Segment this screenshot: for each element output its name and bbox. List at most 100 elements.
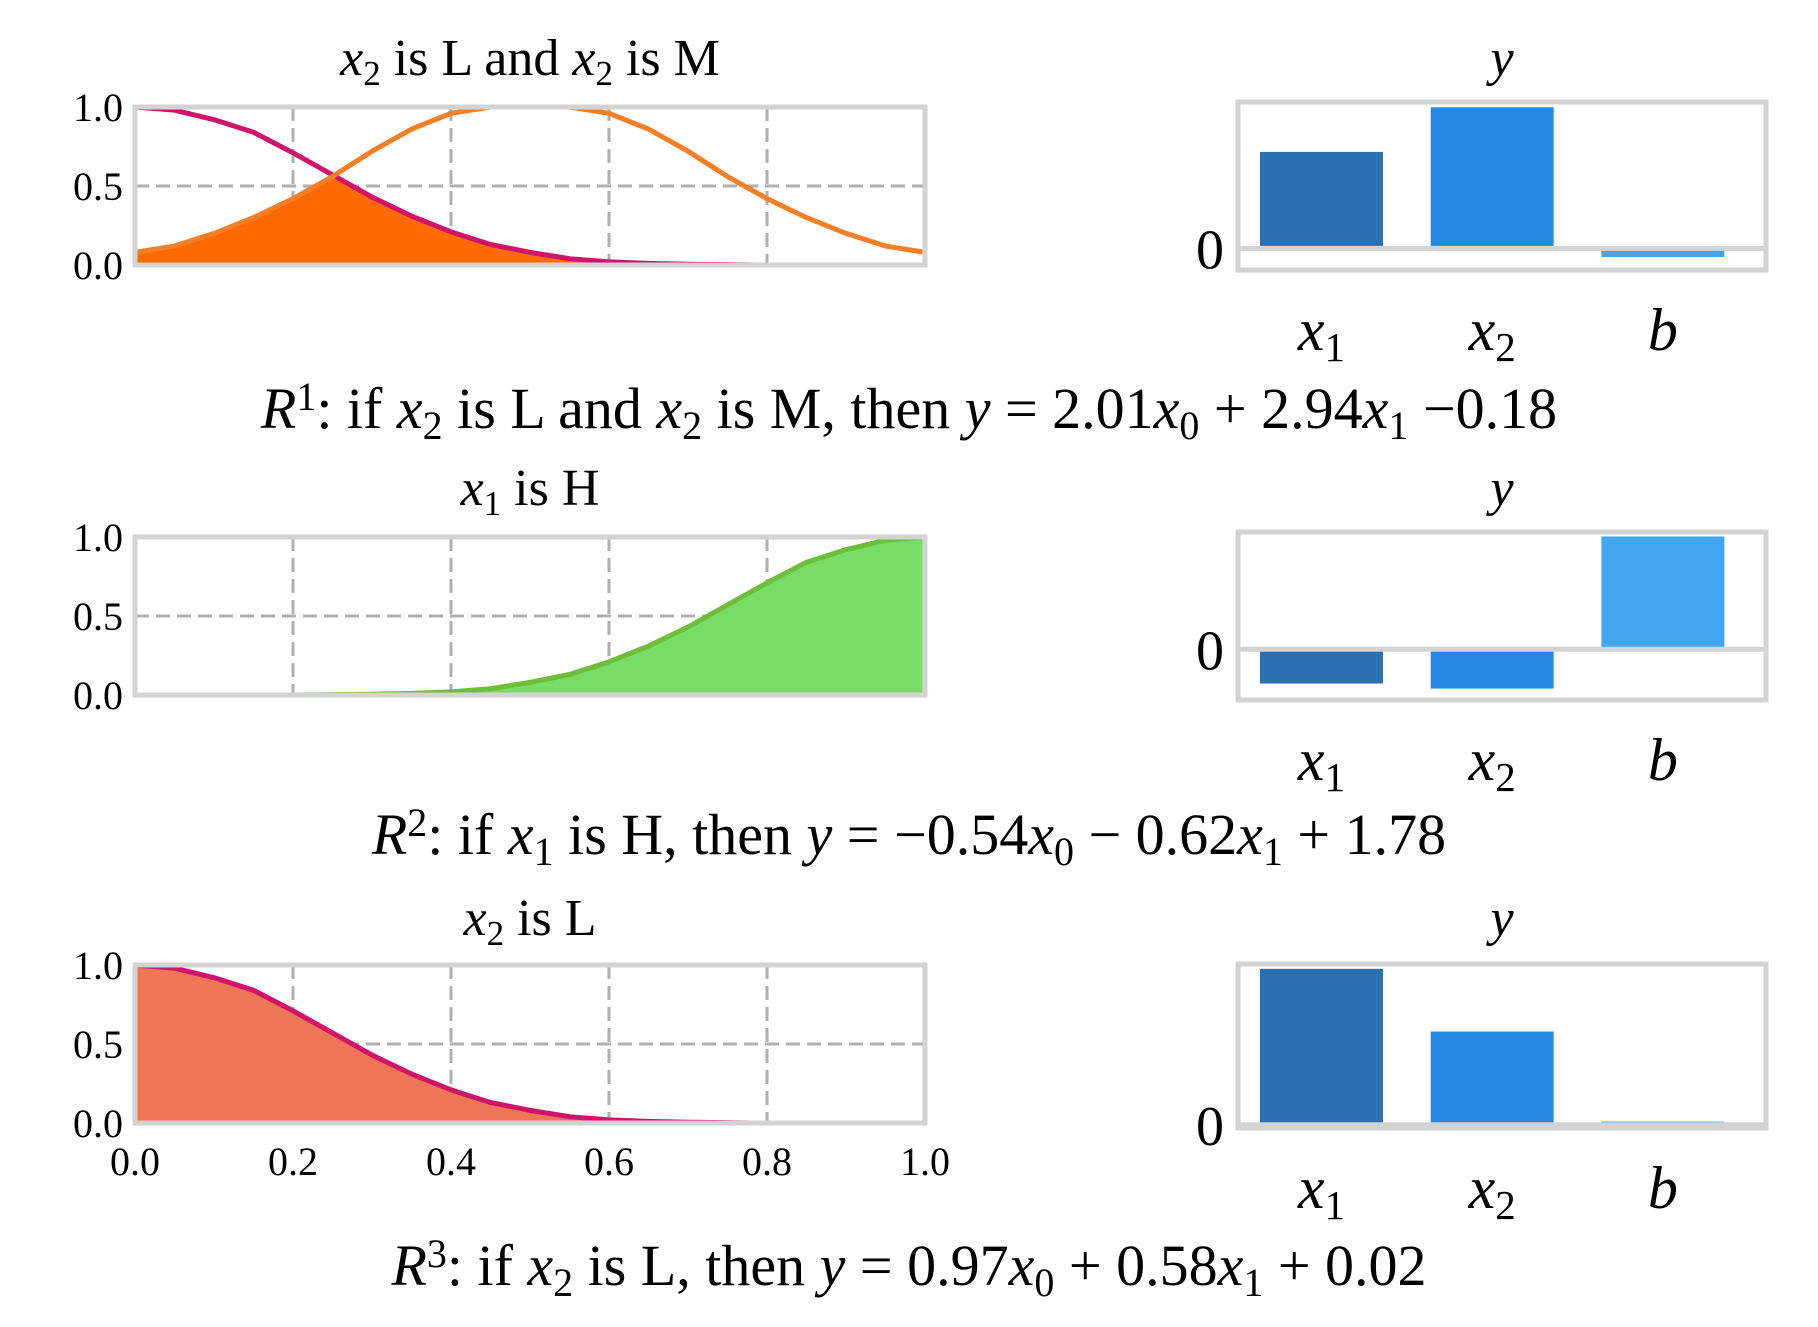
rule-label-part-1: 2: [407, 800, 427, 845]
rule-label-part-1: 3: [427, 1231, 447, 1276]
membership-title: x2 is L: [462, 890, 596, 953]
rule-equation-part-6: x: [1027, 802, 1054, 867]
membership-title-part-2: is H: [501, 460, 599, 517]
bar-title: y: [1485, 890, 1514, 947]
membership-xtick-label: 0.2: [268, 1139, 318, 1184]
bar-category-label-part-1: 2: [1495, 1182, 1516, 1228]
bar-category-label: x1: [1297, 1155, 1345, 1228]
bar-category-label-part-0: b: [1648, 297, 1678, 363]
membership-fill-area: [135, 965, 752, 1123]
membership-ytick-label: 0.5: [73, 1022, 123, 1067]
rule-equation-part-11: + 2.94: [1199, 376, 1362, 441]
rule-label-part-0: R: [260, 376, 296, 441]
bar-category-label: x2: [1468, 1155, 1516, 1228]
membership-title: x2 is L and x2 is M: [339, 30, 720, 93]
rule-equation: R3: if x2 is L, then y = 0.97x0 + 0.58x1…: [390, 1231, 1426, 1305]
membership-title-part-1: 1: [484, 484, 502, 523]
bar-ytick-label: 0: [1196, 620, 1224, 682]
rule-equation-part-10: 1: [1263, 829, 1283, 874]
bar-category-label-part-1: 1: [1325, 754, 1346, 800]
bar-category-label-part-0: x: [1468, 297, 1496, 363]
rule-equation-part-1: x: [526, 1233, 553, 1298]
bar-ytick-label: 0: [1196, 219, 1224, 281]
rule-label-part-0: R: [390, 1233, 426, 1298]
coefficient-bar-2: [1430, 1031, 1554, 1125]
rule-equation-part-7: 0: [1034, 1260, 1054, 1305]
bar-category-label-part-1: 1: [1325, 324, 1346, 370]
bar-category-label: b: [1648, 297, 1678, 363]
membership-ytick-label: 0.0: [73, 1101, 123, 1146]
membership-plot-frame: [132, 534, 928, 698]
coefficient-bar-1: [1260, 968, 1383, 1125]
rule-equation-part-1: x: [396, 376, 423, 441]
rule-equation-part-8: + 0.58: [1054, 1233, 1217, 1298]
coefficient-bar-1: [1260, 151, 1383, 249]
rule-equation-part-6: is M, then: [702, 376, 965, 441]
rule-equation-part-3: is L, then: [573, 1233, 819, 1298]
bar-title: y: [1485, 30, 1514, 87]
rule-equation-part-5: 2: [682, 403, 702, 448]
bar-plot-frame: [1235, 961, 1769, 1131]
rule-equation-part-11: + 0.02: [1263, 1233, 1426, 1298]
membership-ytick-label: 1.0: [73, 85, 123, 130]
membership-title-part-0: x: [462, 890, 486, 947]
rule-equation-part-3: is L and: [443, 376, 657, 441]
membership-xtick-label: 0.8: [742, 1139, 792, 1184]
membership-title-part-4: 2: [595, 54, 613, 93]
bar-category-label-part-0: x: [1297, 297, 1325, 363]
rule-equation-part-9: x: [1153, 376, 1180, 441]
membership-ytick-label: 0.5: [73, 164, 123, 209]
coefficient-bar-2: [1430, 107, 1554, 249]
bar-category-label: x1: [1297, 727, 1345, 800]
membership-title-part-3: x: [571, 30, 595, 87]
bar-category-label-part-0: x: [1297, 727, 1325, 793]
rule-label-part-1: 1: [296, 374, 316, 419]
rule-equation-part-3: is H, then: [554, 802, 807, 867]
rule-label-part-0: R: [371, 802, 407, 867]
rule-equation-part-9: x: [1217, 1233, 1244, 1298]
membership-ytick-label: 0.5: [73, 594, 123, 639]
bar-category-label-part-1: 2: [1495, 754, 1516, 800]
bar-category-label-part-1: 1: [1325, 1182, 1346, 1228]
membership-ytick-label: 1.0: [73, 943, 123, 988]
bar-plot-frame: [1235, 529, 1769, 703]
membership-title: x1 is H: [460, 460, 600, 523]
rule-equation-part-0: : if: [316, 376, 397, 441]
membership-title-part-1: 2: [487, 914, 505, 953]
coefficient-bar-3: [1601, 536, 1725, 650]
rule-equation-part-10: 0: [1179, 403, 1199, 448]
bar-category-label: x2: [1468, 727, 1516, 800]
rule-equation-part-4: y: [815, 1233, 846, 1298]
membership-title-part-5: is M: [613, 30, 720, 87]
bar-category-label-part-1: 2: [1495, 324, 1516, 370]
coefficient-bar-1: [1260, 649, 1383, 684]
membership-ytick-label: 0.0: [73, 243, 123, 288]
rule-equation-part-8: − 0.62: [1074, 802, 1237, 867]
rule-equation: R1: if x2 is L and x2 is M, then y = 2.0…: [260, 374, 1557, 448]
rule-equation-part-4: x: [655, 376, 682, 441]
membership-ytick-label: 0.0: [73, 673, 123, 718]
coefficient-bar-2: [1430, 649, 1554, 689]
bar-plot-frame: [1235, 99, 1769, 273]
rule-equation-part-12: x: [1362, 376, 1389, 441]
membership-xtick-label: 0.4: [426, 1139, 476, 1184]
rule-equation-part-6: x: [1008, 1233, 1035, 1298]
rule-equation-part-11: + 1.78: [1283, 802, 1446, 867]
rule-equation-part-2: 1: [534, 829, 554, 874]
coefficient-bar-3: [1601, 248, 1725, 258]
membership-xtick-label: 1.0: [900, 1139, 950, 1184]
bar-category-label: b: [1648, 727, 1678, 793]
bar-title: y: [1485, 460, 1514, 517]
membership-xtick-label: 0.0: [110, 1139, 160, 1184]
rule-equation-part-10: 1: [1243, 1260, 1263, 1305]
bar-category-label: x1: [1297, 297, 1345, 370]
membership-title-part-2: is L and: [381, 30, 573, 87]
rule-equation-part-0: : if: [427, 802, 508, 867]
bar-category-label-part-0: x: [1297, 1155, 1325, 1221]
rule-equation-part-5: = −0.54: [832, 802, 1028, 867]
bar-category-label-part-0: b: [1648, 1155, 1678, 1221]
